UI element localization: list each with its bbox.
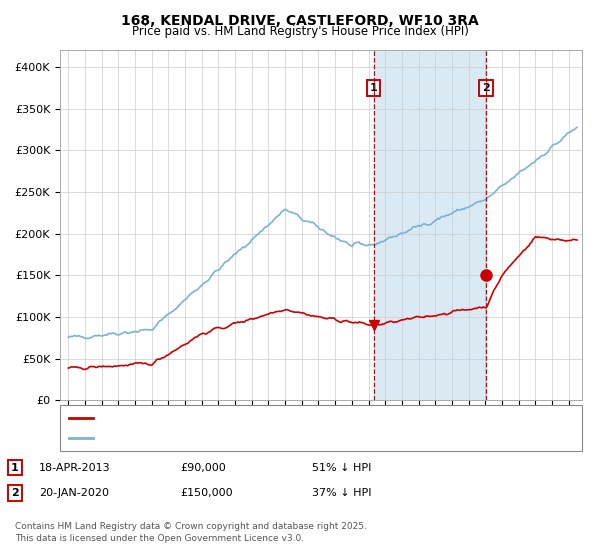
Text: £90,000: £90,000 <box>180 463 226 473</box>
Text: Price paid vs. HM Land Registry's House Price Index (HPI): Price paid vs. HM Land Registry's House … <box>131 25 469 38</box>
Text: £150,000: £150,000 <box>180 488 233 498</box>
Text: 2: 2 <box>11 488 19 498</box>
Text: 20-JAN-2020: 20-JAN-2020 <box>39 488 109 498</box>
Text: 2: 2 <box>482 83 490 93</box>
Text: 1: 1 <box>370 83 377 93</box>
Text: HPI: Average price, detached house, Wakefield: HPI: Average price, detached house, Wake… <box>98 433 341 443</box>
Text: 51% ↓ HPI: 51% ↓ HPI <box>312 463 371 473</box>
Text: 1: 1 <box>11 463 19 473</box>
Text: 37% ↓ HPI: 37% ↓ HPI <box>312 488 371 498</box>
Text: Contains HM Land Registry data © Crown copyright and database right 2025.
This d: Contains HM Land Registry data © Crown c… <box>15 522 367 543</box>
Text: 18-APR-2013: 18-APR-2013 <box>39 463 110 473</box>
Text: 168, KENDAL DRIVE, CASTLEFORD, WF10 3RA (detached house): 168, KENDAL DRIVE, CASTLEFORD, WF10 3RA … <box>98 413 431 423</box>
Text: 168, KENDAL DRIVE, CASTLEFORD, WF10 3RA: 168, KENDAL DRIVE, CASTLEFORD, WF10 3RA <box>121 14 479 28</box>
Bar <box>374 50 486 400</box>
